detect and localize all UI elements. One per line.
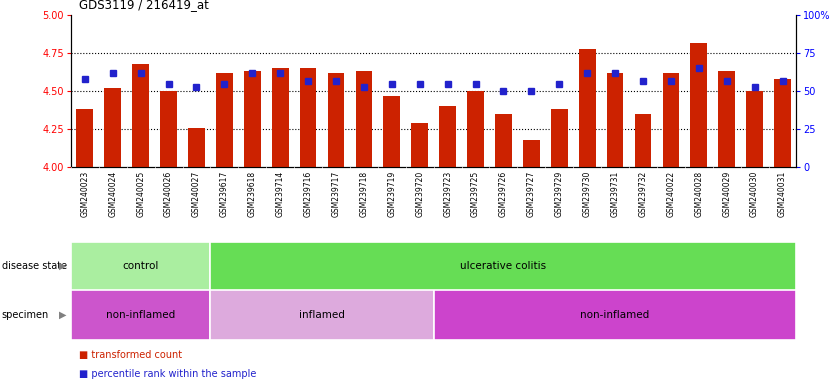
Text: ▶: ▶: [59, 261, 67, 271]
Text: disease state: disease state: [2, 261, 67, 271]
Bar: [188, 127, 205, 167]
Text: GSM239723: GSM239723: [443, 171, 452, 217]
Bar: [606, 73, 624, 167]
Bar: [523, 140, 540, 167]
Bar: [635, 114, 651, 167]
Text: GSM239720: GSM239720: [415, 171, 425, 217]
Bar: [210, 242, 796, 290]
Bar: [551, 109, 568, 167]
Bar: [160, 91, 177, 167]
Bar: [104, 88, 121, 167]
Bar: [244, 71, 261, 167]
Text: GSM239618: GSM239618: [248, 171, 257, 217]
Bar: [272, 68, 289, 167]
Text: GSM240023: GSM240023: [80, 171, 89, 217]
Text: GSM240028: GSM240028: [694, 171, 703, 217]
Text: GSM240029: GSM240029: [722, 171, 731, 217]
Text: GSM239717: GSM239717: [331, 171, 340, 217]
Bar: [411, 123, 428, 167]
Text: ulcerative colitis: ulcerative colitis: [460, 261, 546, 271]
Text: inflamed: inflamed: [299, 310, 345, 320]
Bar: [662, 73, 679, 167]
Bar: [210, 290, 434, 340]
Text: GSM239716: GSM239716: [304, 171, 313, 217]
Text: GSM239719: GSM239719: [387, 171, 396, 217]
Text: GSM239729: GSM239729: [555, 171, 564, 217]
Bar: [440, 106, 456, 167]
Text: GSM239714: GSM239714: [276, 171, 284, 217]
Text: GSM240025: GSM240025: [136, 171, 145, 217]
Text: GSM240030: GSM240030: [750, 171, 759, 217]
Text: GSM239732: GSM239732: [639, 171, 647, 217]
Bar: [579, 49, 595, 167]
Text: GSM239727: GSM239727: [527, 171, 536, 217]
Text: GSM239617: GSM239617: [220, 171, 229, 217]
Text: ■ percentile rank within the sample: ■ percentile rank within the sample: [79, 369, 257, 379]
Bar: [384, 96, 400, 167]
Bar: [746, 91, 763, 167]
Bar: [216, 73, 233, 167]
Bar: [299, 68, 316, 167]
Text: GSM240031: GSM240031: [778, 171, 787, 217]
Text: control: control: [123, 261, 158, 271]
Text: GSM239731: GSM239731: [610, 171, 620, 217]
Text: GSM239725: GSM239725: [471, 171, 480, 217]
Bar: [691, 43, 707, 167]
Text: GSM240022: GSM240022: [666, 171, 676, 217]
Bar: [71, 242, 210, 290]
Text: GSM239730: GSM239730: [583, 171, 591, 217]
Bar: [467, 91, 484, 167]
Text: non-inflamed: non-inflamed: [580, 310, 650, 320]
Bar: [495, 114, 512, 167]
Bar: [774, 79, 791, 167]
Text: specimen: specimen: [2, 310, 49, 320]
Bar: [71, 290, 210, 340]
Text: ▶: ▶: [59, 310, 67, 320]
Bar: [328, 73, 344, 167]
Text: GSM240027: GSM240027: [192, 171, 201, 217]
Text: GSM239718: GSM239718: [359, 171, 369, 217]
Text: GDS3119 / 216419_at: GDS3119 / 216419_at: [79, 0, 209, 12]
Text: GSM240024: GSM240024: [108, 171, 118, 217]
Bar: [77, 109, 93, 167]
Bar: [718, 71, 735, 167]
Text: GSM239726: GSM239726: [499, 171, 508, 217]
Bar: [355, 71, 372, 167]
Text: ■ transformed count: ■ transformed count: [79, 350, 183, 360]
Text: non-inflamed: non-inflamed: [106, 310, 175, 320]
Bar: [434, 290, 796, 340]
Bar: [133, 64, 149, 167]
Text: GSM240026: GSM240026: [164, 171, 173, 217]
